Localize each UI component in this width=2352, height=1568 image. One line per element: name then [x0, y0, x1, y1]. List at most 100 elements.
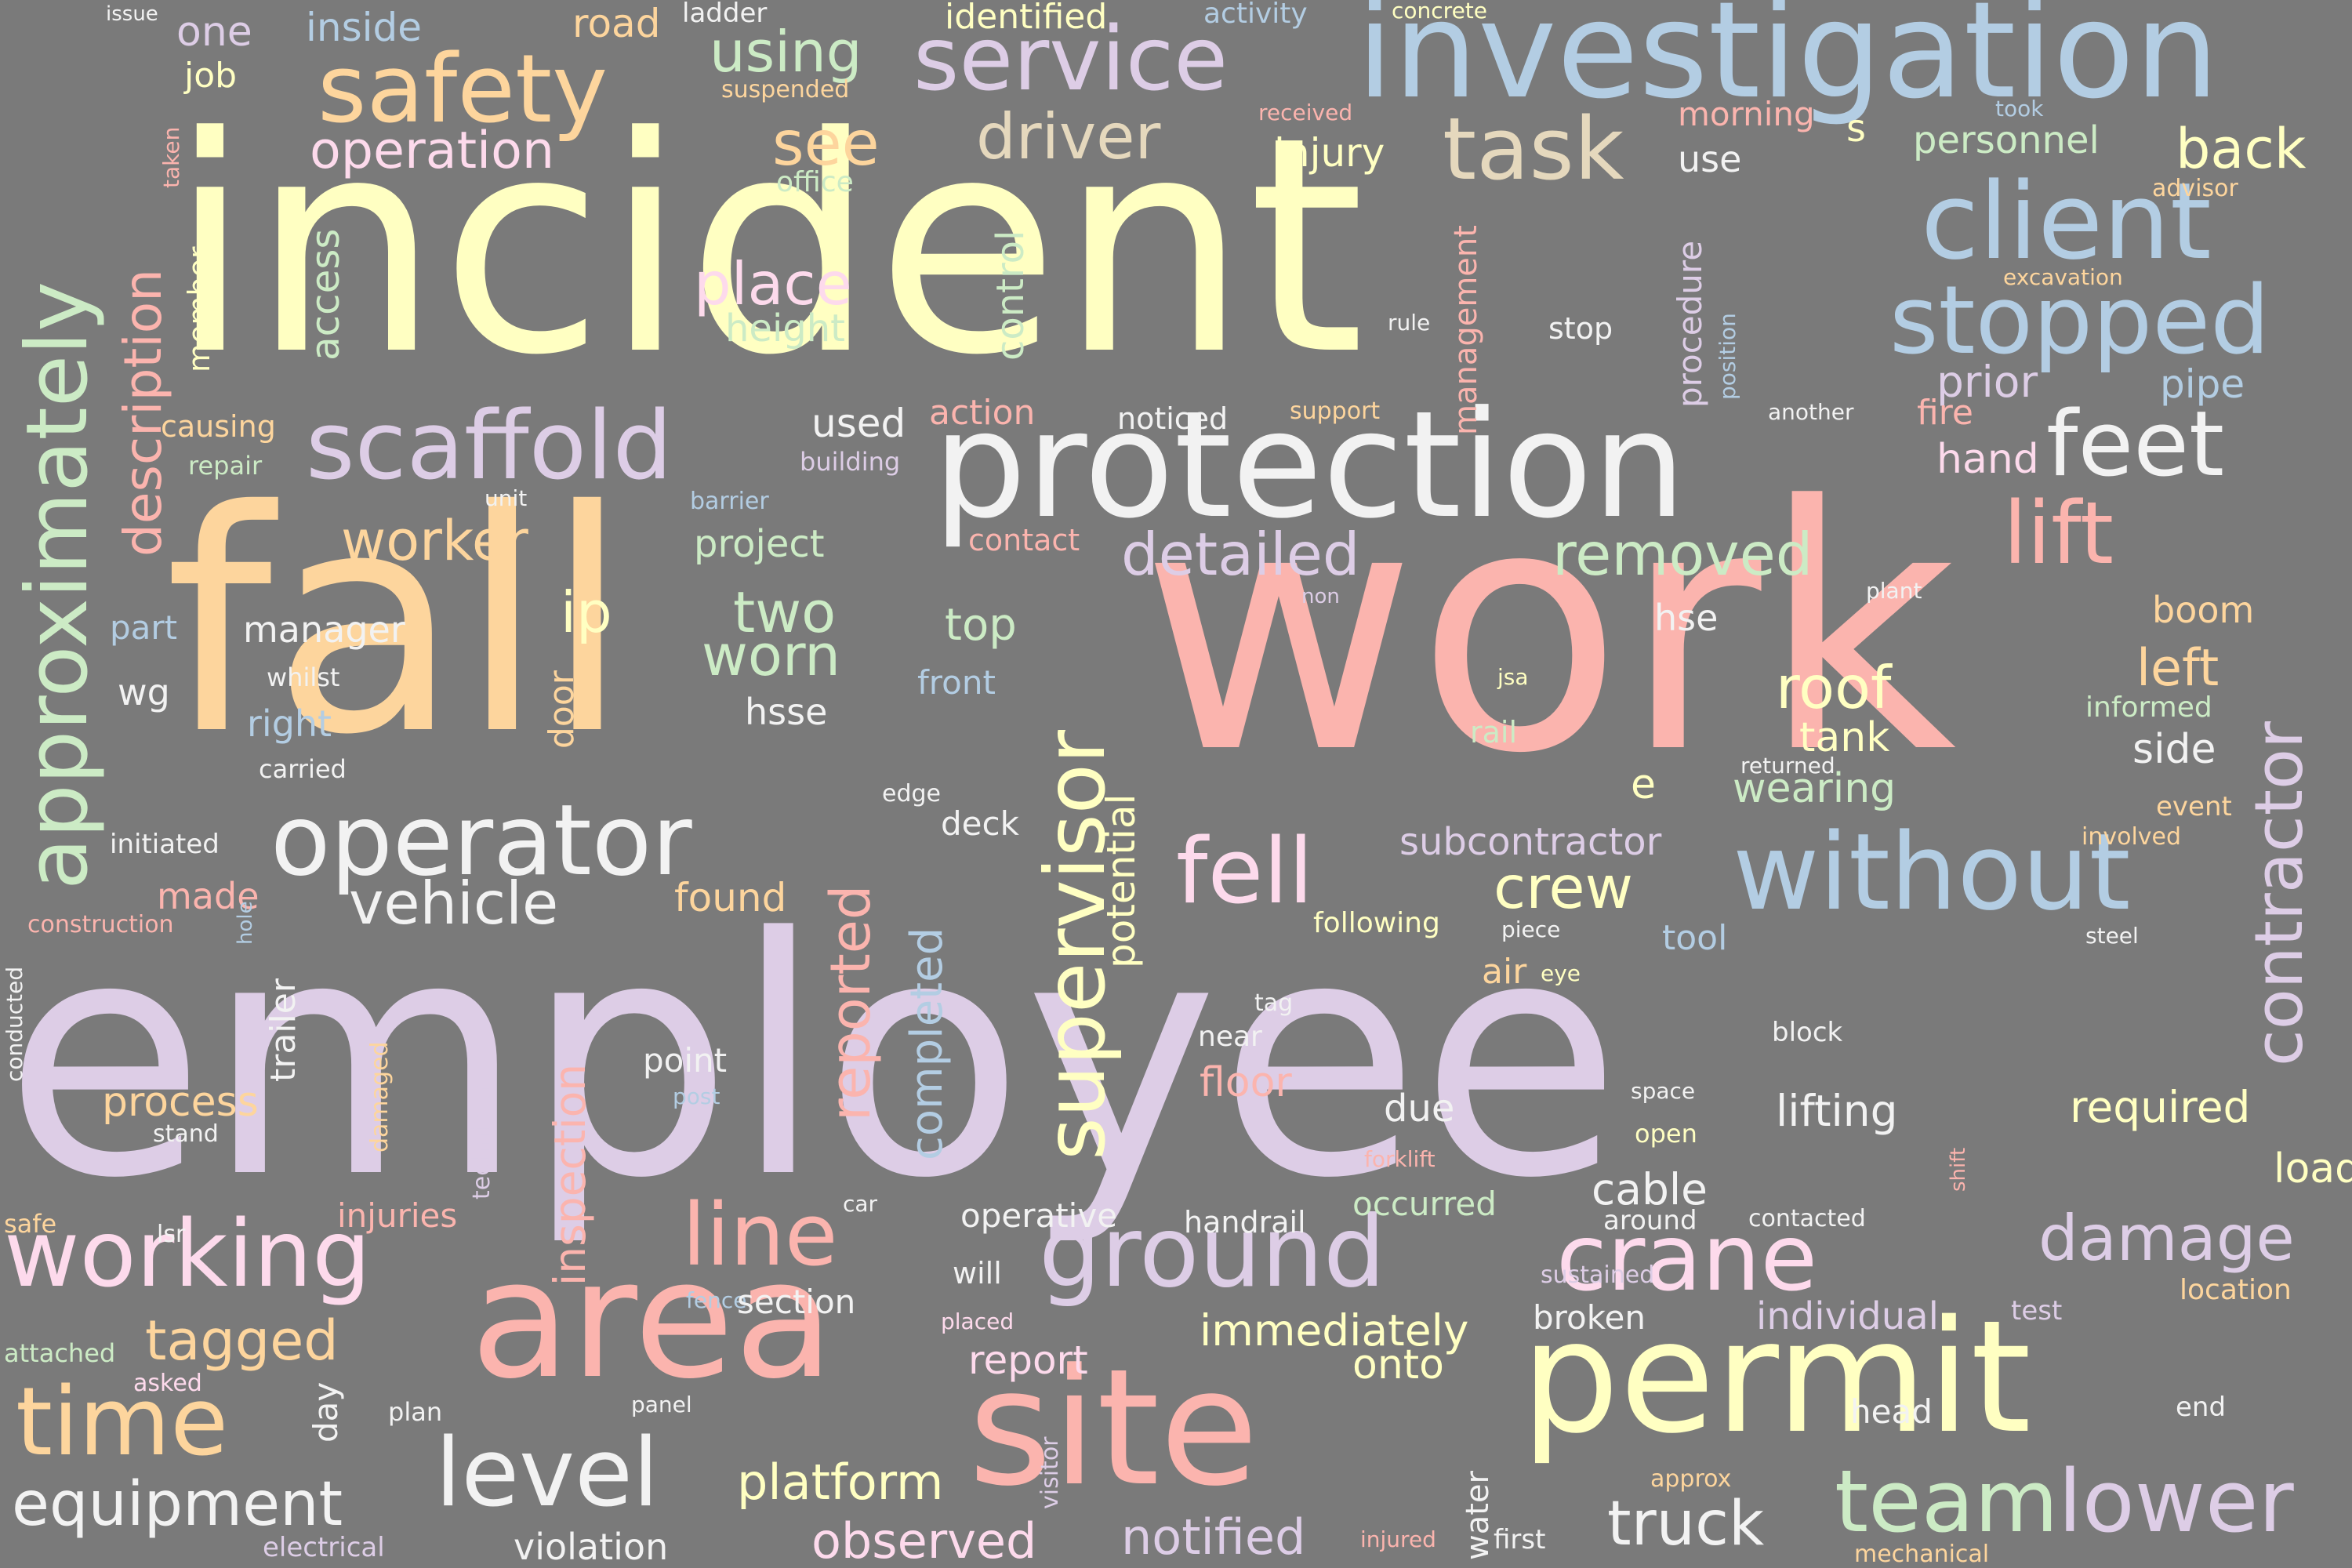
- word-suspended: suspended: [721, 76, 850, 103]
- word-tagged: tagged: [145, 1308, 339, 1373]
- word-worker: worker: [341, 509, 528, 573]
- word-safety: safety: [318, 35, 608, 144]
- word-stand: stand: [153, 1120, 219, 1148]
- word-head: head: [1850, 1392, 1933, 1431]
- word-reported: reported: [818, 884, 883, 1121]
- word-crane: crane: [1556, 1203, 1818, 1312]
- word-floor: floor: [1200, 1059, 1292, 1106]
- word-job: job: [184, 56, 238, 96]
- word-report: report: [968, 1338, 1088, 1383]
- word-sustained: sustained: [1541, 1261, 1655, 1289]
- word-damage: damage: [2038, 1202, 2295, 1275]
- word-required: required: [2070, 1082, 2251, 1132]
- word-hole: hole: [234, 901, 257, 945]
- word-day: day: [307, 1381, 345, 1443]
- word-will: will: [953, 1256, 1002, 1290]
- word-forklift: forklift: [1364, 1146, 1436, 1172]
- word-trailer: trailer: [263, 978, 303, 1082]
- word-technician: technician: [468, 1077, 495, 1200]
- word-wearing: wearing: [1733, 765, 1896, 812]
- word-excavation: excavation: [2003, 264, 2123, 290]
- word-fence: fence: [686, 1287, 747, 1313]
- word-notified: notified: [1121, 1508, 1306, 1566]
- word-driver: driver: [976, 100, 1161, 173]
- word-immediately: immediately: [1200, 1305, 1469, 1356]
- word-rail: rail: [1470, 715, 1518, 750]
- word-road: road: [572, 1, 661, 46]
- word-access: access: [303, 228, 348, 361]
- word-steel: steel: [2085, 923, 2139, 949]
- word-taken: taken: [158, 126, 184, 188]
- word-event: event: [2156, 791, 2232, 822]
- word-vehicle: vehicle: [349, 869, 559, 938]
- word-back: back: [2176, 117, 2307, 181]
- word-roof: roof: [1776, 653, 1892, 722]
- word-lift: lift: [2003, 483, 2114, 583]
- word-front: front: [917, 663, 996, 702]
- word-panel: panel: [631, 1392, 692, 1417]
- word-part: part: [110, 608, 178, 647]
- word-lifting: lifting: [1776, 1086, 1898, 1136]
- word-lsr: lsr: [157, 1221, 186, 1248]
- word-action: action: [929, 393, 1036, 433]
- word-ip: ip: [561, 579, 612, 645]
- word-task: task: [1443, 99, 1624, 199]
- word-asked: asked: [133, 1370, 202, 1397]
- word-height: height: [725, 307, 845, 350]
- word-platform: platform: [737, 1454, 944, 1511]
- word-e: e: [1631, 761, 1656, 808]
- word-s: s: [1846, 107, 1867, 151]
- word-stopped: stopped: [1889, 267, 2270, 376]
- word-following: following: [1313, 907, 1440, 939]
- word-approx: approx: [1650, 1465, 1732, 1493]
- word-involved: involved: [2082, 823, 2182, 851]
- word-using: using: [710, 19, 862, 85]
- word-point: point: [643, 1041, 728, 1080]
- word-mechanical: mechanical: [1854, 1541, 1990, 1568]
- word-car: car: [843, 1191, 878, 1217]
- word-morning: morning: [1678, 95, 1815, 133]
- word-team: team: [1835, 1451, 2059, 1552]
- word-tool: tool: [1662, 918, 1728, 958]
- word-position: position: [1715, 313, 1740, 400]
- word-operative: operative: [960, 1196, 1118, 1235]
- word-location: location: [2180, 1274, 2292, 1306]
- word-violation: violation: [514, 1526, 669, 1568]
- word-visitor: visitor: [1036, 1436, 1064, 1509]
- word-jsa: jsa: [1497, 664, 1529, 690]
- word-personnel: personnel: [1913, 118, 2100, 162]
- word-stop: stop: [1548, 311, 1613, 346]
- word-ladder: ladder: [682, 0, 768, 29]
- word-left: left: [2136, 639, 2220, 698]
- word-right: right: [247, 702, 332, 745]
- word-observed: observed: [811, 1512, 1037, 1568]
- word-concrete: concrete: [1392, 0, 1487, 24]
- word-wg: wg: [118, 671, 170, 713]
- word-detailed: detailed: [1121, 520, 1360, 589]
- word-informed: informed: [2085, 691, 2212, 724]
- word-around: around: [1603, 1205, 1697, 1236]
- word-identified: identified: [945, 0, 1108, 37]
- word-building: building: [800, 447, 901, 477]
- word-causing: causing: [161, 409, 276, 444]
- word-construction: construction: [27, 911, 174, 938]
- word-subcontractor: subcontractor: [1399, 820, 1662, 864]
- word-protection: protection: [933, 379, 1686, 551]
- word-post: post: [673, 1083, 720, 1109]
- word-worn: worn: [702, 622, 840, 688]
- word-individual: individual: [1756, 1294, 1939, 1338]
- word-carried: carried: [259, 754, 347, 784]
- word-use: use: [1678, 138, 1742, 180]
- word-made: made: [157, 875, 260, 917]
- word-repair: repair: [188, 451, 263, 481]
- word-without: without: [1733, 811, 2131, 934]
- word-activity: activity: [1203, 0, 1308, 30]
- word-side: side: [2132, 726, 2216, 773]
- word-inside: inside: [306, 5, 423, 50]
- word-truck: truck: [1607, 1489, 1765, 1559]
- word-employee: employee: [4, 868, 1622, 1250]
- word-safe: safe: [4, 1209, 57, 1239]
- word-hse: hse: [1654, 597, 1719, 639]
- word-issue: issue: [106, 2, 158, 26]
